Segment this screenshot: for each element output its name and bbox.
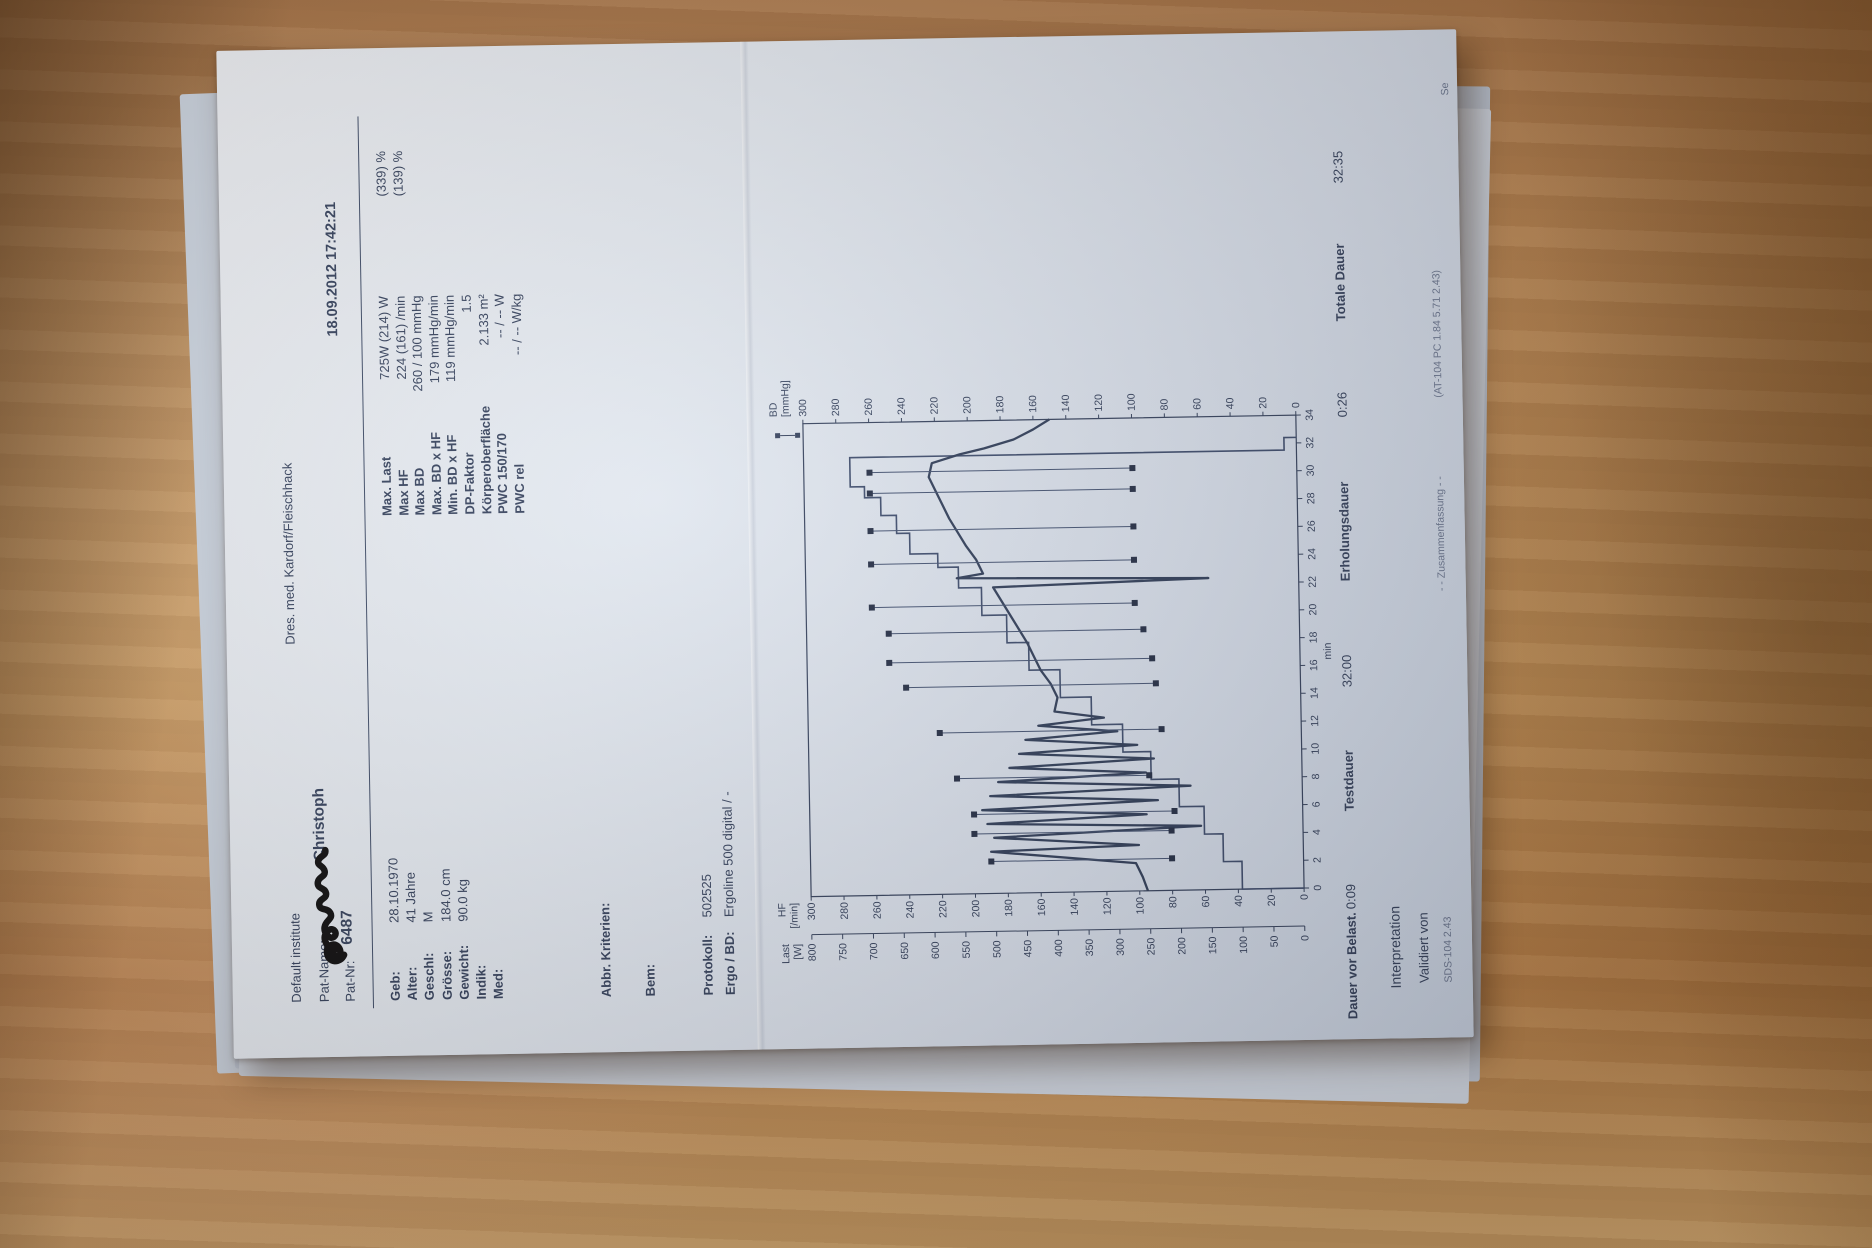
svg-text:[/min]: [/min]: [788, 903, 800, 929]
svg-text:22: 22: [1307, 576, 1319, 588]
footer-device-version: (AT-104 PC 1.84 5.71 2.43): [1430, 269, 1445, 398]
svg-text:200: 200: [970, 900, 982, 918]
svg-text:120: 120: [1102, 897, 1114, 915]
svg-text:[mmHg]: [mmHg]: [779, 380, 792, 417]
svg-text:Last: Last: [780, 944, 792, 964]
svg-text:30: 30: [1305, 464, 1317, 476]
svg-text:140: 140: [1060, 394, 1072, 412]
svg-text:650: 650: [899, 942, 911, 960]
svg-text:4: 4: [1311, 829, 1323, 835]
svg-text:100: 100: [1126, 393, 1138, 411]
svg-text:26: 26: [1306, 520, 1318, 532]
text-cell: 0:26: [1334, 391, 1350, 418]
svg-text:50: 50: [1269, 935, 1281, 947]
svg-text:400: 400: [1053, 939, 1065, 957]
svg-text:600: 600: [930, 941, 942, 959]
ergometry-chart: 800 750 700 650 600 550 500 450 400 350 300 250 200 1…: [768, 380, 1335, 964]
svg-text:200: 200: [1176, 937, 1188, 955]
svg-text:300: 300: [806, 902, 818, 920]
svg-text:20: 20: [1266, 894, 1278, 906]
svg-text:220: 220: [928, 397, 940, 415]
svg-text:0: 0: [1312, 885, 1324, 891]
svg-text:0: 0: [1290, 402, 1302, 408]
svg-text:120: 120: [1093, 394, 1105, 412]
svg-text:10: 10: [1310, 743, 1322, 755]
svg-text:40: 40: [1233, 895, 1245, 907]
svg-text:[W]: [W]: [792, 944, 804, 960]
svg-text:250: 250: [1145, 937, 1157, 955]
svg-text:240: 240: [896, 397, 908, 415]
svg-text:28: 28: [1305, 492, 1317, 504]
svg-text:BD: BD: [768, 402, 780, 417]
svg-text:750: 750: [837, 943, 849, 961]
svg-text:14: 14: [1309, 687, 1321, 699]
report-paper: Default institute Dres. med. Kardorf/Fle…: [216, 29, 1474, 1059]
svg-text:min: min: [1322, 642, 1334, 659]
footer-page: Se: [1439, 82, 1452, 96]
svg-text:160: 160: [1027, 395, 1039, 413]
text-cell: 32:35: [1330, 150, 1346, 184]
svg-text:80: 80: [1159, 398, 1171, 410]
validiert-von-label: Validiert von: [1415, 912, 1432, 984]
svg-text:450: 450: [1022, 940, 1034, 958]
svg-text:32: 32: [1304, 437, 1316, 449]
svg-text:80: 80: [1167, 896, 1179, 908]
svg-text:160: 160: [1036, 898, 1048, 916]
svg-text:260: 260: [863, 398, 875, 416]
svg-text:500: 500: [991, 940, 1003, 958]
svg-text:18: 18: [1308, 631, 1320, 643]
svg-text:200: 200: [961, 396, 973, 414]
svg-text:6: 6: [1311, 801, 1323, 807]
interpretation-label: Interpretation: [1386, 905, 1404, 989]
svg-text:300: 300: [1115, 938, 1127, 956]
text-cell: Testdauer: [1340, 749, 1357, 812]
svg-text:24: 24: [1306, 548, 1318, 560]
svg-text:60: 60: [1200, 895, 1212, 907]
svg-text:100: 100: [1238, 936, 1250, 954]
svg-text:550: 550: [961, 941, 973, 959]
svg-text:0: 0: [1299, 894, 1311, 900]
svg-text:100: 100: [1134, 897, 1146, 915]
svg-text:2: 2: [1312, 857, 1324, 863]
svg-text:240: 240: [904, 901, 916, 919]
ink-scribble-anonymized-name: [314, 846, 348, 965]
svg-text:260: 260: [871, 901, 883, 919]
svg-text:HF: HF: [776, 903, 788, 917]
svg-text:220: 220: [937, 900, 949, 918]
svg-text:300: 300: [797, 399, 809, 417]
svg-text:16: 16: [1308, 659, 1320, 671]
svg-text:8: 8: [1310, 773, 1322, 779]
svg-text:20: 20: [1257, 397, 1269, 409]
text-cell: Erholungsdauer: [1335, 481, 1353, 582]
svg-text:12: 12: [1309, 715, 1321, 727]
svg-text:800: 800: [806, 943, 818, 961]
ergometry-report-document: Default institute Dres. med. Kardorf/Fle…: [216, 29, 1473, 1058]
svg-text:180: 180: [994, 395, 1006, 413]
svg-text:0: 0: [1299, 935, 1311, 941]
svg-text:280: 280: [839, 902, 851, 920]
text-cell: Dauer vor Belast.: [1343, 912, 1361, 1020]
svg-text:180: 180: [1003, 899, 1015, 917]
svg-text:40: 40: [1224, 397, 1236, 409]
svg-text:700: 700: [868, 942, 880, 960]
svg-text:60: 60: [1191, 398, 1203, 410]
svg-text:280: 280: [830, 398, 842, 416]
svg-text:140: 140: [1069, 898, 1081, 916]
svg-text:20: 20: [1307, 604, 1319, 616]
svg-text:350: 350: [1084, 939, 1096, 957]
text-cell: 32:00: [1339, 654, 1355, 688]
text-cell: Totale Dauer: [1331, 243, 1349, 322]
svg-text:34: 34: [1304, 409, 1316, 421]
svg-text:150: 150: [1207, 936, 1219, 954]
text-cell: 0:09: [1343, 883, 1359, 910]
